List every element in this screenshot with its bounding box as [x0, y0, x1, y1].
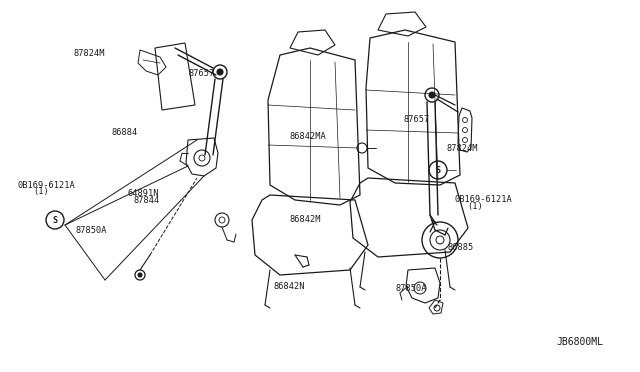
Text: 86884: 86884 [112, 128, 138, 137]
Text: (1): (1) [467, 202, 483, 211]
Text: 87850A: 87850A [396, 284, 427, 293]
Text: 87850A: 87850A [76, 226, 107, 235]
Text: 87824M: 87824M [447, 144, 478, 153]
Text: (1): (1) [33, 187, 49, 196]
Text: 64891N: 64891N [128, 189, 159, 198]
Text: 86842N: 86842N [274, 282, 305, 291]
Text: 86842M: 86842M [289, 215, 321, 224]
Circle shape [217, 69, 223, 75]
Circle shape [138, 273, 142, 277]
Text: JB6800ML: JB6800ML [557, 337, 604, 347]
Text: S: S [435, 166, 440, 174]
Text: 0B169-6121A: 0B169-6121A [454, 195, 512, 204]
Text: 87824M: 87824M [74, 49, 105, 58]
Text: 87657: 87657 [189, 69, 215, 78]
Text: 86885: 86885 [448, 243, 474, 252]
Circle shape [429, 92, 435, 98]
Text: 87844: 87844 [133, 196, 159, 205]
Text: 0B169-6121A: 0B169-6121A [18, 181, 76, 190]
Text: S: S [52, 215, 58, 224]
Text: 87657: 87657 [403, 115, 429, 124]
Text: 86842MA: 86842MA [289, 132, 326, 141]
